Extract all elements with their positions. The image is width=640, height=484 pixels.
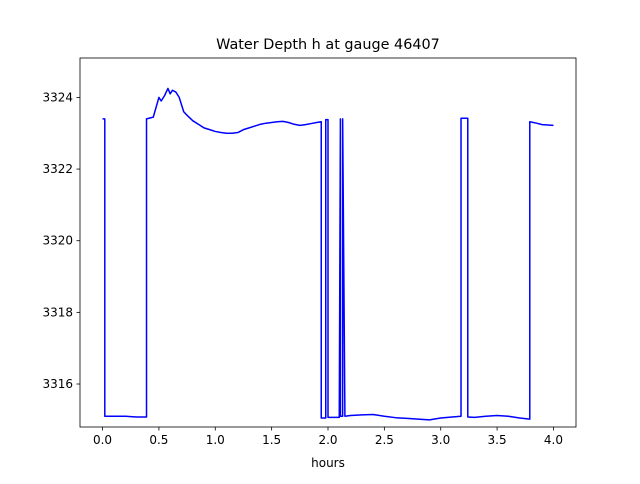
x-tick-label: 0.5 [149,433,168,447]
x-tick-label: 1.5 [262,433,281,447]
y-tick-label: 3324 [42,90,73,104]
x-axis-ticks: 0.0 0.5 1.0 1.5 2.0 2.5 3.0 3.5 4.0 [93,427,563,447]
y-tick-label: 3318 [42,305,73,319]
x-tick-label: 0.0 [93,433,112,447]
y-tick-label: 3322 [42,162,73,176]
series-line-0 [102,87,554,421]
x-tick-label: 3.5 [488,433,507,447]
x-tick-label: 1.0 [206,433,225,447]
plot-frame [79,57,577,428]
y-tick-label: 3316 [42,377,73,391]
series-layer [102,87,554,421]
x-tick-label: 3.0 [431,433,450,447]
y-axis-ticks: 3316 3318 3320 3322 3324 [42,90,80,391]
x-tick-label: 4.0 [544,433,563,447]
x-axis-label: hours [311,456,345,470]
x-tick-label: 2.5 [375,433,394,447]
chart-title: Water Depth h at gauge 46407 [216,37,440,53]
x-tick-label: 2.0 [318,433,337,447]
y-tick-label: 3320 [42,234,73,248]
